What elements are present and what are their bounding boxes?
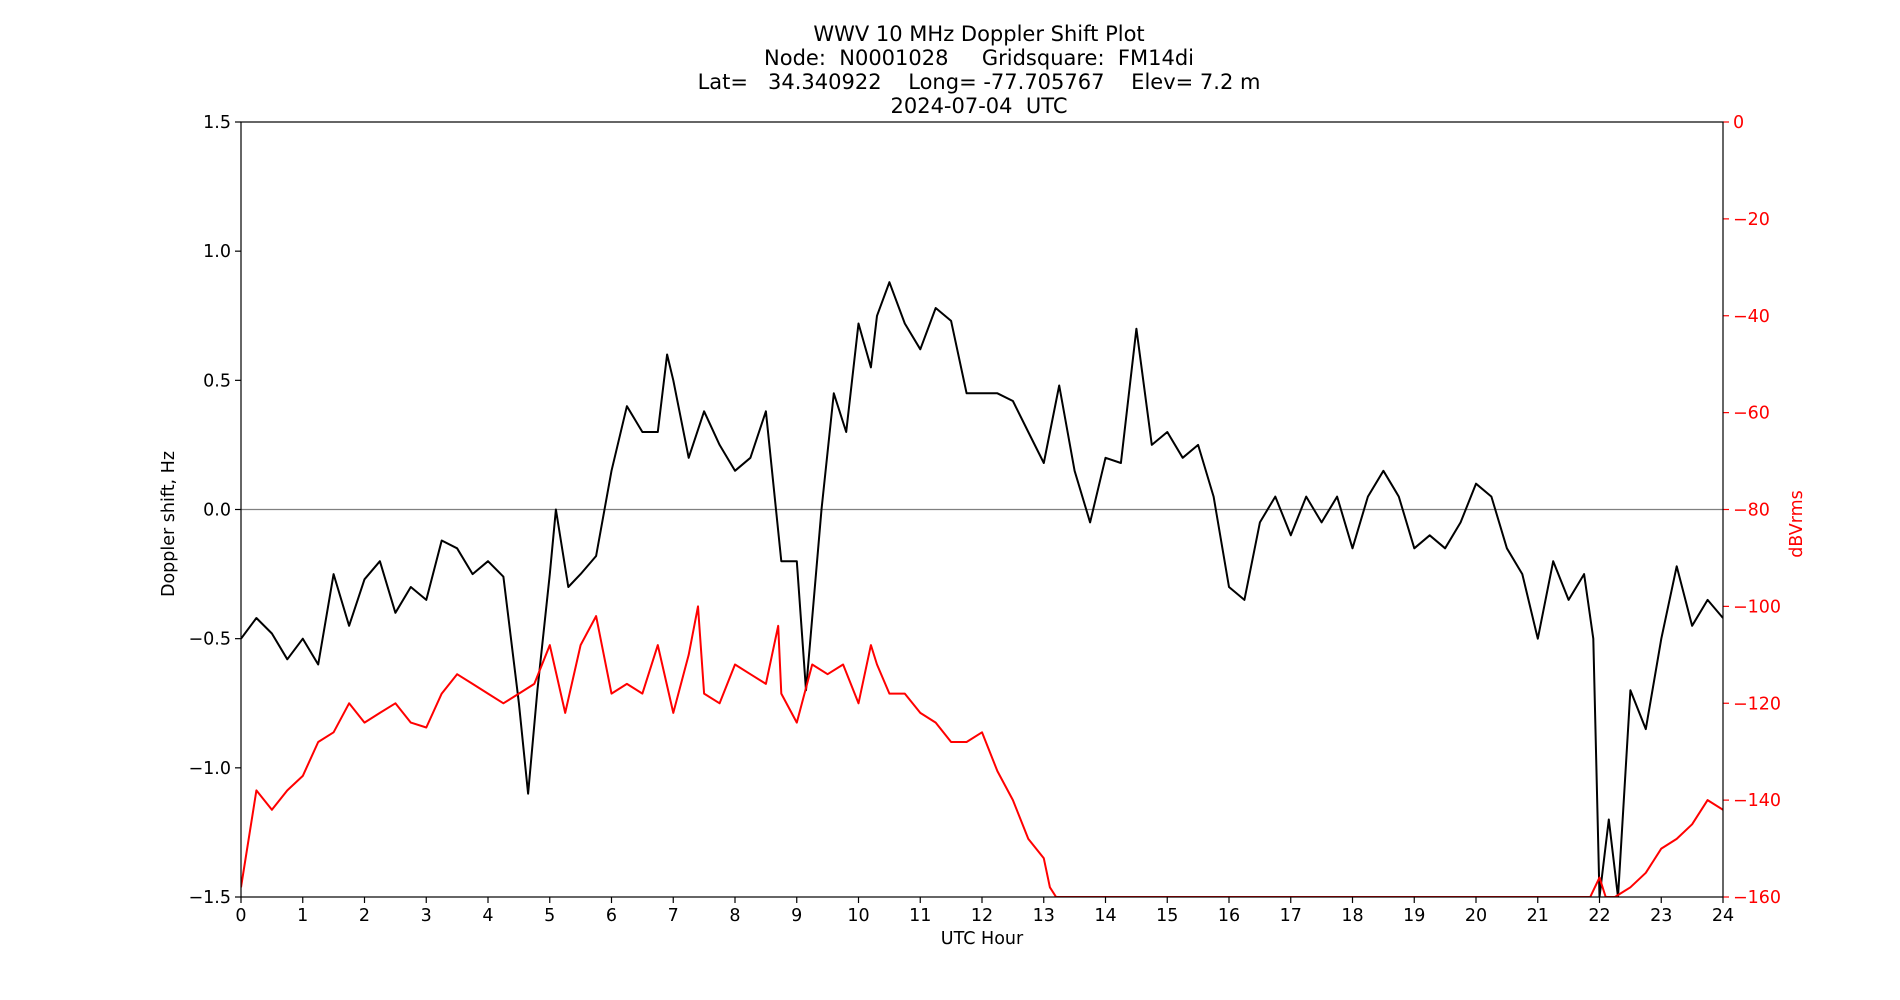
x-tick-label: 7 [668, 906, 679, 926]
location-line: Lat= 34.340922 Long= -77.705767 Elev= 7.… [697, 70, 1261, 94]
x-tick-label: 19 [1403, 906, 1425, 926]
x-tick-label: 14 [1094, 906, 1116, 926]
y-tick-label-left: −1.0 [189, 759, 232, 779]
y-tick-label-right: −120 [1733, 694, 1781, 714]
x-tick-label: 24 [1712, 906, 1734, 926]
x-tick-label: 0 [235, 906, 246, 926]
x-tick-label: 12 [971, 906, 993, 926]
y-axis-label-left: Doppler shift, Hz [159, 451, 179, 597]
plot-frame [240, 121, 1724, 898]
y-tick-label-left: 1.0 [203, 242, 231, 262]
y-tick-label-right: −160 [1733, 888, 1781, 908]
y-tick-label-right: 0 [1733, 113, 1744, 133]
x-tick-label: 16 [1218, 906, 1240, 926]
x-tick-label: 18 [1341, 906, 1363, 926]
x-tick-label: 10 [847, 906, 869, 926]
x-tick-label: 3 [421, 906, 432, 926]
x-tick-label: 8 [729, 906, 740, 926]
x-tick-label: 20 [1465, 906, 1487, 926]
x-tick-label: 22 [1588, 906, 1610, 926]
x-axis-label: UTC Hour [941, 929, 1024, 949]
doppler-shift-line [241, 281, 1723, 897]
y-tick-label-left: 1.5 [203, 113, 231, 133]
x-tick-label: 1 [297, 906, 308, 926]
x-tick-label: 11 [909, 906, 931, 926]
x-tick-label: 17 [1280, 906, 1302, 926]
y-tick-label-right: −140 [1733, 791, 1781, 811]
x-tick-label: 5 [544, 906, 555, 926]
y-tick-label-left: 0.0 [203, 501, 231, 521]
x-tick-label: 2 [359, 906, 370, 926]
y-tick-label-right: −100 [1733, 597, 1781, 617]
x-tick-label: 4 [482, 906, 493, 926]
y-tick-label-left: −0.5 [189, 630, 232, 650]
y-tick-label-right: −60 [1733, 404, 1770, 424]
x-tick-label: 13 [1033, 906, 1055, 926]
y-tick-label-right: −40 [1733, 307, 1770, 327]
y-axis-label-right: dBVrms [1787, 490, 1807, 558]
x-tick-label: 9 [791, 906, 802, 926]
x-tick-label: 6 [606, 906, 617, 926]
chart-title: WWV 10 MHz Doppler Shift Plot [813, 22, 1145, 46]
chart-title-block: WWV 10 MHz Doppler Shift Plot Node: N000… [0, 22, 1900, 118]
y-tick-label-right: −20 [1733, 210, 1770, 230]
y-tick-label-left: 0.5 [203, 371, 231, 391]
date-line: 2024-07-04 UTC [890, 94, 1068, 118]
x-tick-label: 23 [1650, 906, 1672, 926]
x-tick-label: 21 [1527, 906, 1549, 926]
x-tick-label: 15 [1156, 906, 1178, 926]
node-gridsquare-line: Node: N0001028 Gridsquare: FM14di [764, 46, 1194, 70]
y-tick-label-right: −80 [1733, 501, 1770, 521]
y-tick-label-left: −1.5 [189, 888, 232, 908]
signal-power-line [241, 605, 1723, 897]
